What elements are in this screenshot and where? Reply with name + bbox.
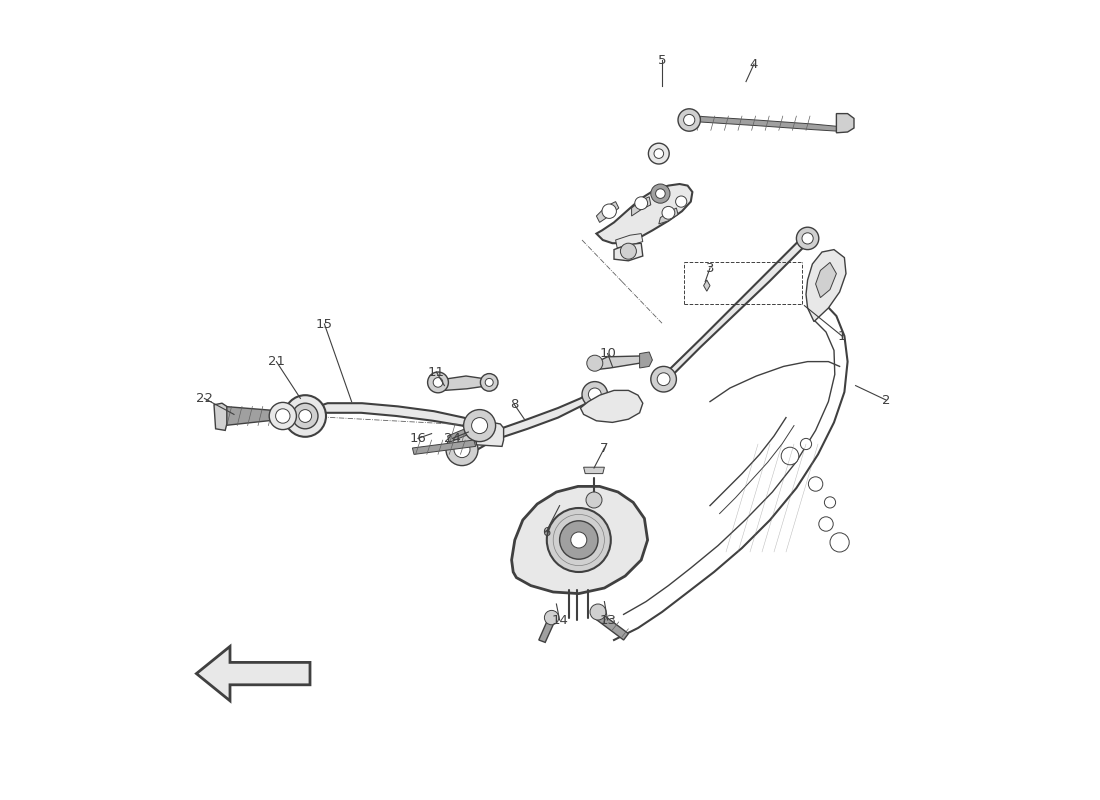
- Polygon shape: [476, 422, 504, 446]
- Text: 8: 8: [509, 398, 518, 410]
- Circle shape: [657, 373, 670, 386]
- Circle shape: [651, 184, 670, 203]
- Polygon shape: [659, 208, 678, 224]
- Text: 6: 6: [542, 526, 550, 538]
- Circle shape: [571, 532, 586, 548]
- Text: 11: 11: [428, 366, 444, 378]
- Polygon shape: [836, 114, 854, 133]
- Text: 2: 2: [882, 394, 890, 406]
- Polygon shape: [631, 197, 651, 216]
- Text: 3: 3: [706, 262, 714, 274]
- Circle shape: [654, 149, 663, 158]
- Polygon shape: [223, 406, 284, 426]
- Circle shape: [824, 497, 836, 508]
- Circle shape: [276, 409, 290, 423]
- Circle shape: [620, 243, 637, 259]
- Circle shape: [270, 402, 296, 430]
- Circle shape: [602, 204, 616, 218]
- Text: 24: 24: [444, 432, 461, 445]
- Circle shape: [293, 403, 318, 429]
- Polygon shape: [596, 202, 619, 222]
- Circle shape: [635, 197, 648, 210]
- Polygon shape: [806, 250, 846, 322]
- Text: 1: 1: [838, 330, 846, 342]
- Circle shape: [586, 355, 603, 371]
- Circle shape: [796, 227, 818, 250]
- Circle shape: [472, 418, 487, 434]
- Polygon shape: [214, 403, 227, 430]
- Circle shape: [678, 109, 701, 131]
- Text: 4: 4: [750, 58, 758, 70]
- Circle shape: [590, 604, 606, 620]
- Circle shape: [675, 196, 686, 207]
- Polygon shape: [512, 486, 648, 594]
- Circle shape: [818, 517, 833, 531]
- Polygon shape: [539, 614, 557, 642]
- Polygon shape: [594, 356, 645, 370]
- Circle shape: [428, 372, 449, 393]
- Circle shape: [547, 508, 611, 572]
- Polygon shape: [639, 352, 652, 368]
- Circle shape: [808, 477, 823, 491]
- Circle shape: [582, 382, 607, 407]
- Circle shape: [454, 442, 470, 458]
- Circle shape: [648, 143, 669, 164]
- Circle shape: [802, 233, 813, 244]
- Circle shape: [299, 410, 311, 422]
- Polygon shape: [584, 467, 604, 474]
- Polygon shape: [581, 390, 642, 422]
- Circle shape: [781, 447, 799, 465]
- Polygon shape: [592, 610, 628, 640]
- Circle shape: [485, 378, 493, 386]
- Polygon shape: [437, 376, 490, 390]
- Circle shape: [481, 374, 498, 391]
- Circle shape: [651, 366, 676, 392]
- Text: 13: 13: [600, 614, 616, 626]
- Polygon shape: [461, 390, 596, 458]
- Circle shape: [656, 189, 666, 198]
- Polygon shape: [448, 421, 486, 442]
- Circle shape: [433, 378, 443, 387]
- Polygon shape: [304, 403, 480, 430]
- Circle shape: [586, 492, 602, 508]
- Polygon shape: [660, 234, 811, 382]
- Text: 16: 16: [409, 432, 427, 445]
- Polygon shape: [694, 116, 838, 131]
- Circle shape: [463, 410, 496, 442]
- Circle shape: [830, 533, 849, 552]
- Text: 22: 22: [196, 392, 213, 405]
- Circle shape: [801, 438, 812, 450]
- Polygon shape: [412, 440, 475, 454]
- Circle shape: [285, 395, 326, 437]
- Text: 21: 21: [268, 355, 285, 368]
- Polygon shape: [596, 184, 692, 243]
- Text: 15: 15: [316, 318, 333, 330]
- Polygon shape: [704, 280, 710, 291]
- Circle shape: [683, 114, 695, 126]
- Circle shape: [544, 610, 559, 625]
- Circle shape: [662, 206, 674, 219]
- Polygon shape: [815, 262, 836, 298]
- Text: 10: 10: [600, 347, 616, 360]
- Text: 7: 7: [601, 442, 608, 454]
- Text: 14: 14: [551, 614, 568, 626]
- Text: 5: 5: [658, 54, 667, 66]
- Polygon shape: [614, 243, 642, 261]
- Polygon shape: [197, 646, 310, 701]
- Circle shape: [560, 521, 598, 559]
- Circle shape: [588, 388, 602, 401]
- Polygon shape: [616, 234, 642, 248]
- Circle shape: [446, 434, 478, 466]
